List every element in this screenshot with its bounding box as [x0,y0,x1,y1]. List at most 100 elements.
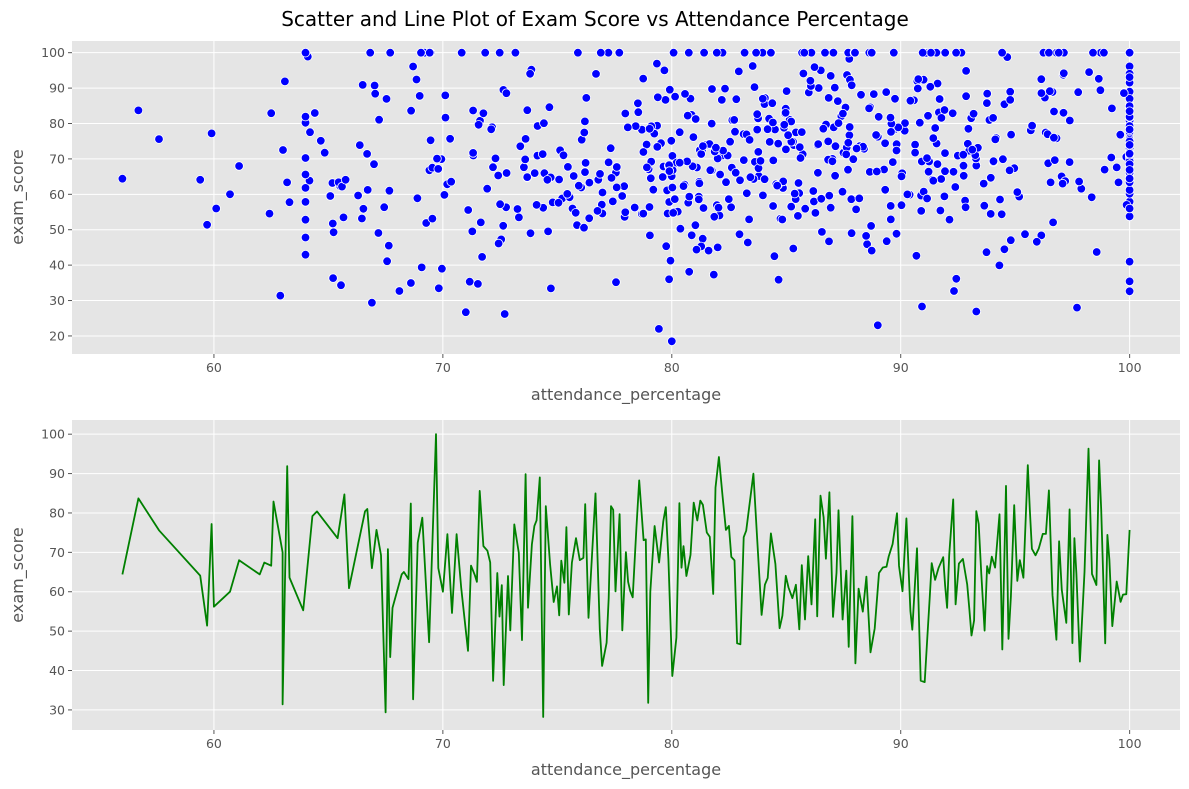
scatter-point [886,201,896,211]
scatter-point [596,48,606,58]
scatter-point [874,112,884,122]
scatter-point [880,185,890,195]
scatter-point [611,277,621,287]
scatter-point [951,48,961,58]
y-tick-label: 80 [49,505,65,520]
scatter-point [711,142,721,153]
scatter-point [934,94,945,104]
scatter-point [357,213,367,224]
scatter-point [280,76,290,87]
scatter-point [498,221,508,231]
scatter-point [742,188,752,199]
scatter-point [305,127,315,137]
scatter-point [328,273,338,283]
scatter-point [465,277,475,287]
scatter-point [845,122,855,132]
scatter-point [867,245,877,256]
scatter-point [300,214,311,225]
scatter-point [501,168,512,178]
y-tick-label: 40 [49,258,65,273]
scatter-point [678,181,689,191]
scatter-point [917,301,927,312]
scatter-point [415,91,425,101]
scatter-point [783,130,793,140]
scatter-point [638,73,648,84]
scatter-point [734,66,744,77]
scatter-point [562,189,573,199]
scatter-point [667,151,678,161]
scatter-point [412,193,423,204]
scatter-point [847,80,857,91]
scatter-point [300,249,311,260]
scatter-point [867,48,877,58]
scatter-point [687,230,697,241]
scatter-point [779,120,790,130]
scatter-point [440,112,451,123]
scatter-point [961,66,971,76]
scatter-point [1124,173,1135,184]
scatter-point [880,138,890,149]
scatter-point [886,214,896,225]
scatter-point [1124,106,1135,116]
scatter-point [667,336,677,347]
scatter-point [939,191,950,202]
scatter-point [623,122,633,133]
scatter-point [797,127,807,137]
scatter-point [652,142,663,152]
scatter-point [871,130,881,140]
scatter-point [994,260,1005,271]
scatter-point [830,141,841,151]
scatter-point [461,307,471,317]
scatter-point [915,117,925,128]
scatter-point [328,227,339,238]
scatter-point [928,175,939,186]
scatter-point [675,157,685,168]
scatter-point [417,262,427,273]
scatter-point [1111,162,1122,173]
scatter-point [195,175,205,185]
scatter-point [384,240,394,251]
scatter-point [664,166,675,176]
scatter-point [936,174,946,184]
scatter-tick-labels: 60 70 80 90 100 20 30 40 50 60 70 80 90 100 [41,45,1141,375]
scatter-point [631,121,641,131]
scatter-point [773,138,783,149]
line-series-path [121,433,1131,718]
scatter-point [595,169,605,179]
scatter-point [734,229,745,240]
scatter-point [675,223,686,234]
scatter-point [1065,115,1075,126]
scatter-point [522,172,532,182]
line-y-axis-label: exam_score [8,527,28,622]
y-tick-label: 40 [49,663,65,678]
scatter-point [856,90,866,100]
scatter-point [542,175,553,185]
scatter-point [824,190,835,201]
scatter-point [890,94,900,104]
scatter-point [1059,68,1069,79]
scatter-point [813,168,823,178]
scatter-point [748,61,758,71]
y-tick-label: 70 [49,151,65,166]
scatter-point [913,83,923,94]
scatter-point [910,147,920,158]
scatter-point [928,133,939,143]
scatter-point [133,105,144,116]
scatter-point [745,172,756,182]
scatter-point [1058,108,1069,118]
scatter-x-axis-label: attendance_percentage [531,385,721,405]
scatter-point [446,176,456,187]
scatter-point [905,95,916,106]
scatter-point [817,227,827,237]
scatter-point [773,275,784,285]
scatter-point [790,188,800,199]
scatter-point [694,194,704,205]
x-tick-label: 80 [664,736,680,751]
scatter-point [580,167,590,177]
scatter-point [752,124,762,135]
scatter-point [864,103,874,114]
x-tick-label: 100 [1118,736,1142,751]
scatter-point [841,149,851,160]
y-tick-label: 100 [41,45,65,60]
scatter-point [990,134,1001,145]
